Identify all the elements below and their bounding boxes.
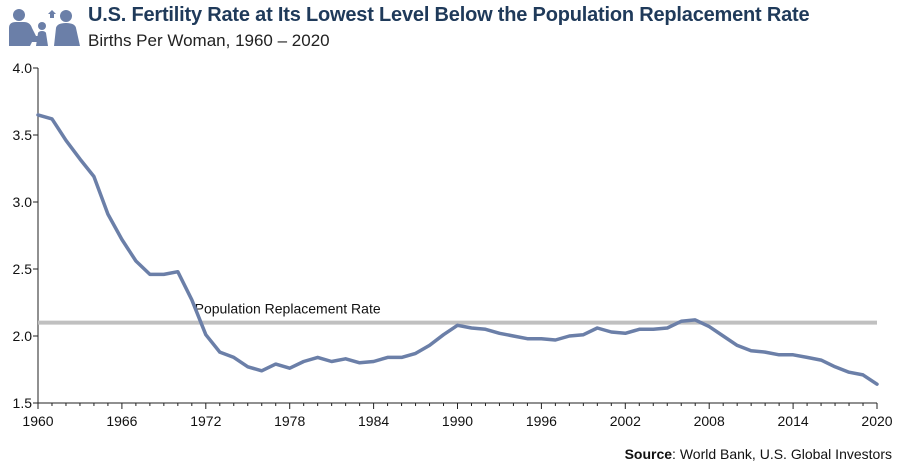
y-tick-label: 2.0 — [13, 328, 33, 344]
family-icon — [9, 9, 80, 46]
y-tick-label: 3.5 — [13, 127, 33, 143]
reference-line-group: Population Replacement Rate — [38, 301, 877, 325]
y-tick-label: 3.0 — [13, 194, 33, 210]
series-group — [36, 113, 879, 386]
x-tick-label: 1978 — [274, 413, 305, 429]
source-text: : World Bank, U.S. Global Investors — [672, 446, 892, 462]
chart-subtitle: Births Per Woman, 1960 – 2020 — [88, 31, 330, 50]
x-tick-label: 1972 — [190, 413, 221, 429]
x-tick-label: 2014 — [778, 413, 809, 429]
x-tick-label: 1984 — [358, 413, 389, 429]
fertility-rate-line — [36, 113, 879, 386]
y-axis-ticks: 1.5 2.0 2.5 3.0 3.5 4.0 — [13, 60, 38, 411]
x-tick-label: 2002 — [610, 413, 641, 429]
x-tick-label: 1960 — [22, 413, 53, 429]
x-tick-label: 1990 — [442, 413, 473, 429]
x-axis-ticks: 1960 1966 1972 1978 1984 1990 1996 2002 2008 2014… — [22, 403, 893, 429]
chart-title: U.S. Fertility Rate at Its Lowest Level … — [88, 4, 810, 26]
replacement-rate-label: Population Replacement Rate — [195, 301, 381, 317]
x-tick-label: 1996 — [526, 413, 557, 429]
x-tick-label: 2008 — [694, 413, 725, 429]
y-tick-label: 2.5 — [13, 261, 33, 277]
axes — [37, 68, 877, 404]
x-tick-label: 2020 — [861, 413, 892, 429]
y-tick-label: 4.0 — [13, 60, 33, 76]
source-label: Source — [624, 446, 673, 462]
source-note: Source: World Bank, U.S. Global Investor… — [625, 446, 892, 462]
y-tick-label: 1.5 — [13, 395, 33, 411]
x-tick-label: 1966 — [106, 413, 137, 429]
